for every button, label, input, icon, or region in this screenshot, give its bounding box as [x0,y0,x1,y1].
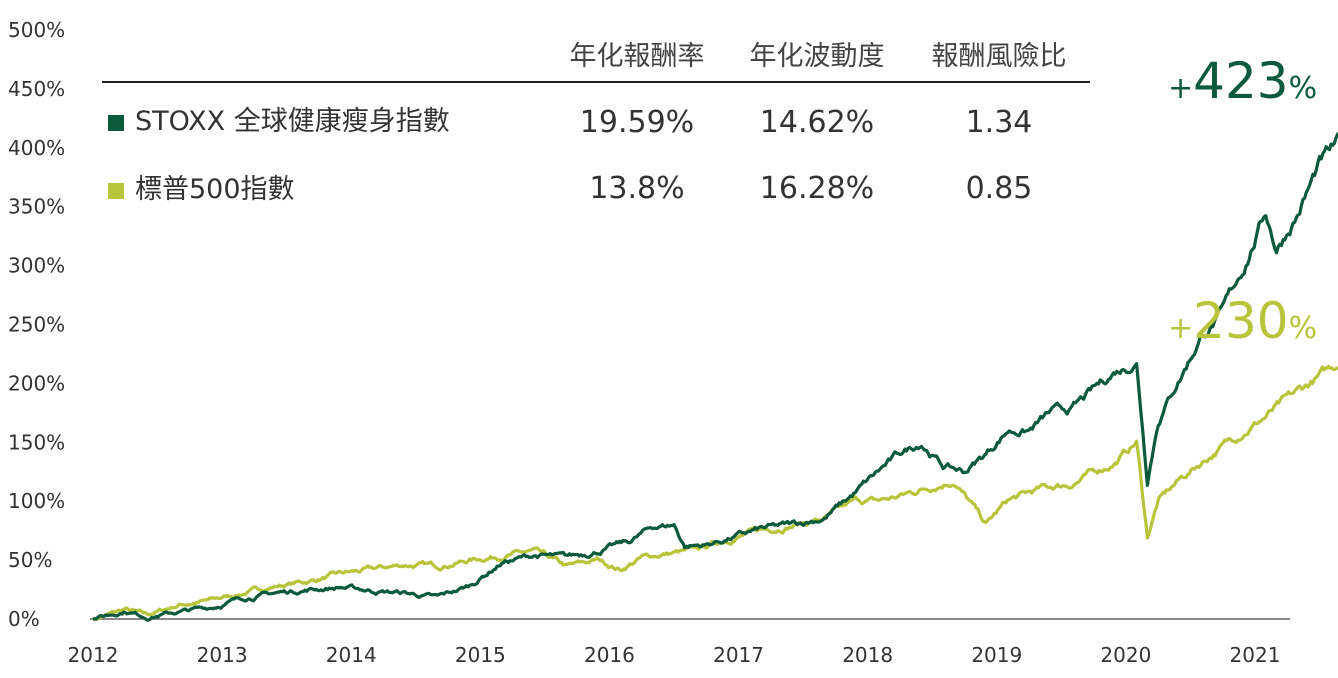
stoxx-annualized-return: 19.59% [580,105,694,140]
sp500-end-label: +230% [1168,292,1317,350]
header-annualized-volatility: 年化波動度 [750,41,885,72]
header-annualized-return: 年化報酬率 [570,41,705,72]
sp500-annualized-return: 13.8% [589,171,684,206]
sp500-return-risk-ratio: 0.85 [966,171,1033,206]
legend-table: 年化報酬率 年化波動度 報酬風險比 STOXX 全球健康瘦身指數 19.59% … [102,41,1090,206]
x-tick-label-2014: 2014 [326,643,377,667]
y-tick-label-450: 450% [8,77,65,101]
x-tick-label-2020: 2020 [1100,643,1151,667]
x-tick-label-2016: 2016 [584,643,635,667]
series-line-stoxx [92,131,1338,622]
y-tick-label-50: 50% [8,548,52,572]
legend-swatch-sp500 [108,183,124,199]
y-tick-label-0: 0% [8,607,40,631]
y-tick-label-350: 350% [8,195,65,219]
y-tick-label-250: 250% [8,313,65,337]
x-tick-label-2019: 2019 [971,643,1022,667]
header-return-risk-ratio: 報酬風險比 [932,41,1067,72]
series-line-sp500 [91,364,1338,622]
x-tick-label-2015: 2015 [455,643,506,667]
y-tick-label-100: 100% [8,489,65,513]
stoxx-end-label: +423% [1168,52,1317,110]
legend-swatch-stoxx [108,115,124,131]
x-tick-label-2017: 2017 [713,643,764,667]
x-tick-label-2013: 2013 [197,643,248,667]
y-tick-label-200: 200% [8,371,65,395]
sp500-annualized-volatility: 16.28% [760,171,874,206]
legend-label-stoxx: STOXX 全球健康瘦身指數 [135,106,450,137]
y-axis: 0% 50% 100% 150% 200% 250% 300% 350% 400% 450% 500… [8,18,65,631]
y-tick-label-400: 400% [8,136,65,160]
x-tick-label-2012: 2012 [68,643,119,667]
x-axis: 2012 2013 2014 2015 2016 2017 2018 2019 2020 2021 [68,643,1281,667]
y-tick-label-500: 500% [8,18,65,42]
stoxx-annualized-volatility: 14.62% [760,105,874,140]
stoxx-return-risk-ratio: 1.34 [966,105,1033,140]
series-group [91,131,1338,622]
legend-label-sp500: 標普500指數 [135,174,295,205]
y-tick-label-150: 150% [8,430,65,454]
x-tick-label-2018: 2018 [842,643,893,667]
y-tick-label-300: 300% [8,254,65,278]
x-tick-label-2021: 2021 [1230,643,1281,667]
